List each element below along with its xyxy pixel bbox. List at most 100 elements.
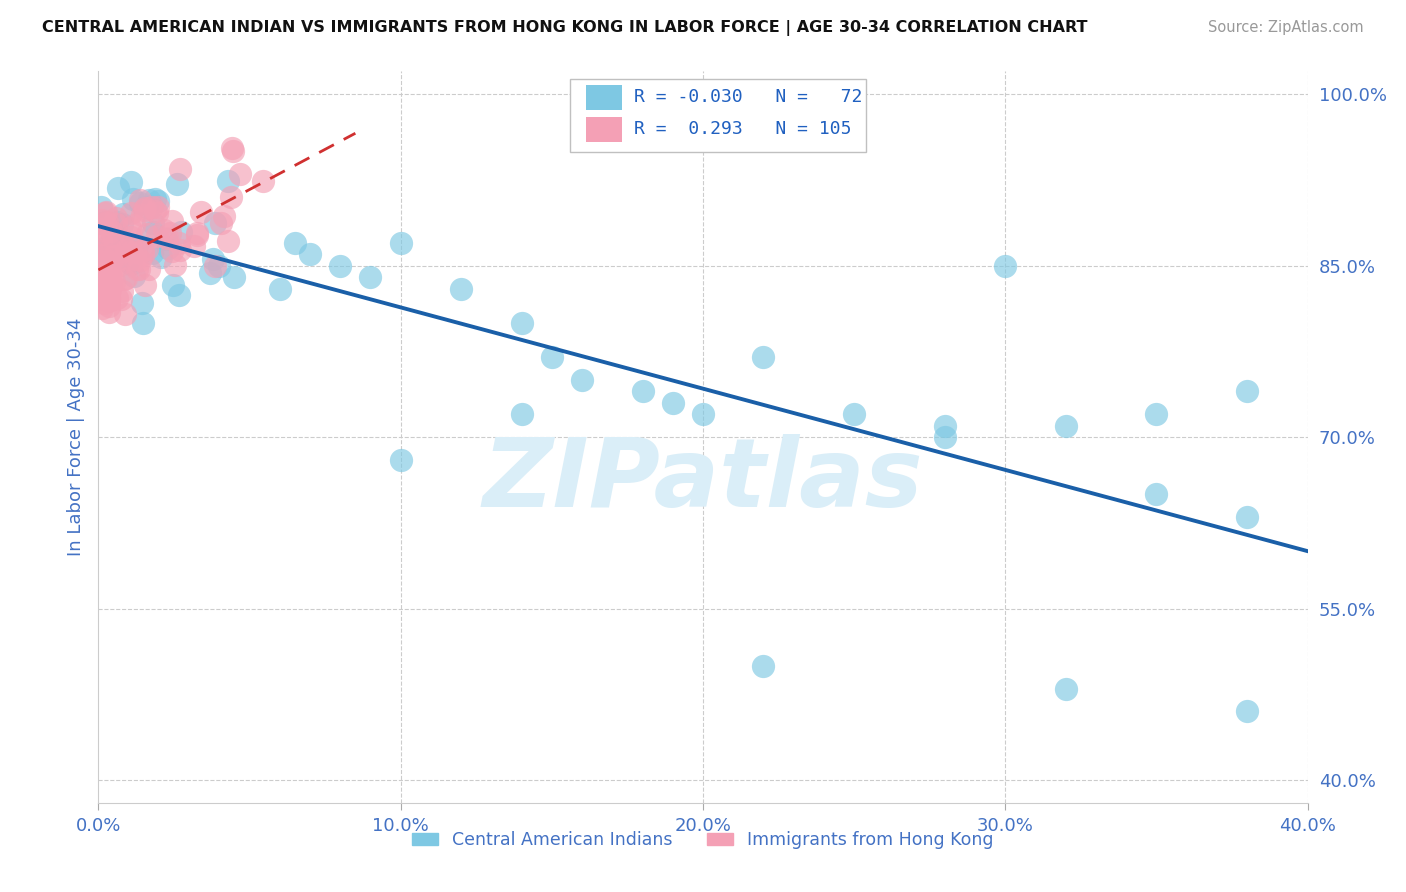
Point: [103, 235, 125, 250]
Point: [90, 301, 112, 315]
Point: [121, 205, 143, 219]
Point: [96, 288, 118, 302]
Point: [167, 288, 190, 302]
Point: [111, 234, 134, 248]
Point: [122, 268, 145, 283]
Point: [752, 658, 775, 673]
Point: [122, 244, 145, 258]
Point: [128, 193, 150, 207]
Point: [692, 407, 714, 421]
Point: [1144, 487, 1167, 501]
Point: [90, 212, 112, 227]
Point: [98, 242, 121, 256]
Point: [389, 235, 412, 250]
Point: [98, 271, 121, 285]
Point: [128, 195, 150, 210]
Point: [120, 175, 142, 189]
Point: [91, 260, 114, 275]
Point: [186, 228, 208, 243]
Point: [1054, 418, 1077, 433]
Point: [190, 204, 212, 219]
Point: [108, 259, 131, 273]
Point: [100, 254, 122, 268]
Point: [129, 253, 152, 268]
Point: [360, 270, 382, 285]
Point: [114, 307, 136, 321]
Point: [118, 237, 141, 252]
Point: [105, 291, 128, 305]
Point: [994, 259, 1017, 273]
Point: [90, 200, 112, 214]
Point: [1236, 384, 1258, 399]
Point: [134, 278, 156, 293]
Point: [131, 208, 153, 222]
Point: [111, 251, 134, 265]
Text: CENTRAL AMERICAN INDIAN VS IMMIGRANTS FROM HONG KONG IN LABOR FORCE | AGE 30-34 : CENTRAL AMERICAN INDIAN VS IMMIGRANTS FR…: [42, 20, 1088, 36]
Point: [93, 292, 115, 306]
Legend: Central American Indians, Immigrants from Hong Kong: Central American Indians, Immigrants fro…: [405, 824, 1001, 856]
Point: [112, 272, 135, 286]
Point: [104, 256, 127, 270]
Point: [224, 270, 246, 285]
Point: [98, 293, 121, 307]
Point: [90, 216, 112, 230]
Point: [284, 235, 307, 250]
Point: [93, 282, 115, 296]
Point: [120, 221, 142, 235]
Point: [100, 224, 122, 238]
Point: [90, 254, 112, 268]
Point: [149, 250, 172, 264]
Point: [217, 174, 239, 188]
Point: [124, 252, 146, 267]
Point: [91, 258, 114, 272]
Point: [122, 218, 145, 232]
Point: [142, 225, 165, 239]
Point: [269, 281, 291, 295]
Point: [132, 247, 155, 261]
Point: [105, 215, 128, 229]
Point: [96, 285, 118, 299]
Point: [169, 243, 191, 257]
Point: [114, 243, 136, 257]
Point: [105, 229, 128, 244]
Point: [1144, 407, 1167, 421]
Point: [153, 223, 176, 237]
Point: [98, 293, 121, 308]
Point: [101, 229, 124, 244]
Point: [540, 350, 562, 364]
Point: [219, 190, 242, 204]
Point: [118, 244, 141, 259]
Point: [221, 141, 243, 155]
Point: [90, 258, 112, 272]
Point: [146, 200, 169, 214]
Point: [156, 231, 179, 245]
Point: [1236, 705, 1258, 719]
Point: [170, 225, 193, 239]
Text: ZIPatlas: ZIPatlas: [482, 434, 924, 527]
Point: [142, 215, 165, 229]
Point: [132, 316, 155, 330]
Point: [105, 217, 128, 231]
Bar: [586, 86, 621, 110]
Point: [212, 209, 235, 223]
Point: [204, 216, 226, 230]
Point: [108, 230, 131, 244]
Point: [100, 275, 122, 289]
Point: [97, 270, 120, 285]
Point: [103, 249, 125, 263]
Y-axis label: In Labor Force | Age 30-34: In Labor Force | Age 30-34: [66, 318, 84, 557]
Point: [105, 249, 128, 263]
Point: [107, 181, 129, 195]
Point: [204, 259, 226, 273]
Point: [111, 217, 134, 231]
Point: [934, 430, 956, 444]
Point: [1236, 510, 1258, 524]
Point: [299, 247, 322, 261]
Point: [146, 194, 169, 209]
Point: [90, 234, 112, 248]
FancyBboxPatch shape: [569, 78, 866, 152]
Point: [200, 266, 222, 280]
Point: [122, 192, 145, 206]
Point: [209, 216, 232, 230]
Point: [98, 283, 121, 297]
